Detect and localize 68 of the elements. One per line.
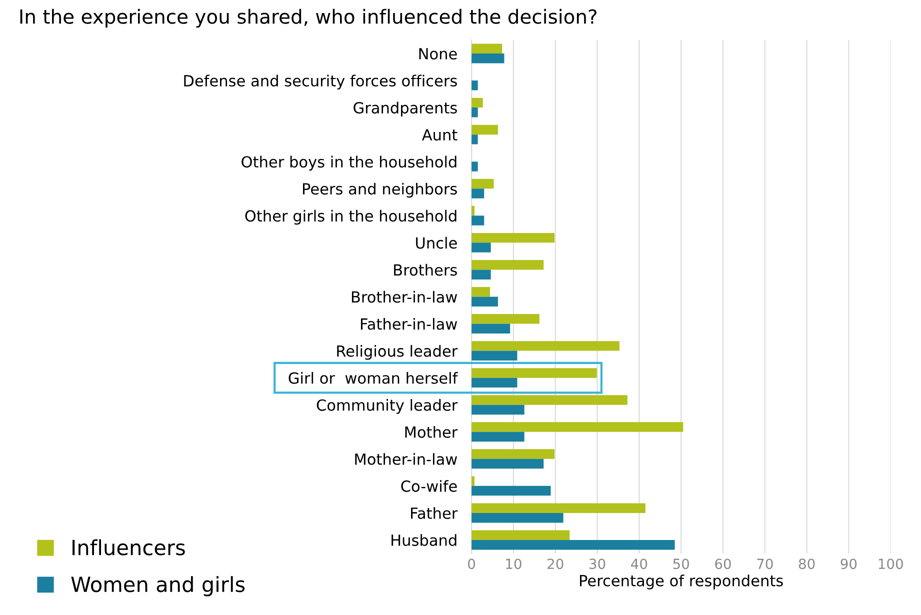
x-tick-label: 80 [798,558,815,570]
bar [472,540,675,550]
y-tick-label: Religious leader [337,344,458,360]
x-tick-label: 20 [548,558,564,570]
bar [472,503,646,513]
x-tick-label: 30 [589,558,606,570]
y-tick-label: None [419,48,457,60]
bar [472,324,510,334]
bar [472,178,494,189]
y-tick-label: Father-in-law [360,318,458,330]
x-tick-label: 10 [506,558,522,570]
y-tick-label: Uncle [416,236,457,249]
y-tick-label: Brother-in-law [352,290,458,303]
y-tick-label: Community leader [316,399,458,414]
y-tick-label: Girl or woman herself [288,372,458,384]
bar [472,512,564,523]
bar [472,44,502,54]
y-tick-label: Mother-in-law [355,453,458,465]
y-tick-label: Aunt [422,129,458,141]
bar [472,296,498,306]
bar [472,162,478,172]
x-tick-label: 40 [631,558,648,570]
y-tick-label: Mother [405,426,458,438]
bar [472,422,684,432]
bar [472,242,491,252]
bar [472,80,478,90]
legend-label: Women and girls [71,576,245,596]
x-tick-label: 50 [673,558,689,570]
bar [472,188,484,198]
y-tick-label: Brothers [394,264,457,276]
y-tick-label: Other girls in the household [245,210,456,225]
x-axis-title: Percentage of respondents [580,574,783,590]
bar [472,124,498,135]
y-tick-label: Grandparents [354,102,457,117]
y-tick-label: Co-wife [401,480,457,492]
x-tick-label: 70 [757,558,773,570]
bar [472,432,524,442]
text: In the experience you shared, who influenced the decision? [20,8,596,28]
y-tick-label: Other boys in the household [242,156,456,171]
bar [472,53,504,64]
bar [472,260,544,270]
bar [472,458,544,469]
x-tick-label: 100 [878,558,903,570]
bar [472,341,620,351]
bar [472,287,490,297]
bar [472,350,518,361]
bar [472,486,551,496]
bar [472,530,570,540]
y-tick-label: Peers and neighbors [303,182,457,198]
bar [472,98,483,108]
y-tick-label: Defense and security forces officers [184,74,457,90]
bar [472,216,484,226]
bar [472,270,491,280]
x-tick-label: 60 [715,558,731,570]
bar [472,395,628,405]
bar [472,232,555,243]
y-tick-label: Father [411,507,458,519]
bar [472,314,540,324]
bar [472,449,555,459]
bar [472,378,518,388]
bar [472,368,597,378]
bar [472,108,478,118]
bar [472,134,478,144]
x-tick-label: 0 [468,558,476,570]
legend-label: Influencers [72,539,185,556]
y-tick-label: Husband [392,534,456,546]
x-tick-label: 90 [840,558,857,570]
bar [472,404,524,415]
